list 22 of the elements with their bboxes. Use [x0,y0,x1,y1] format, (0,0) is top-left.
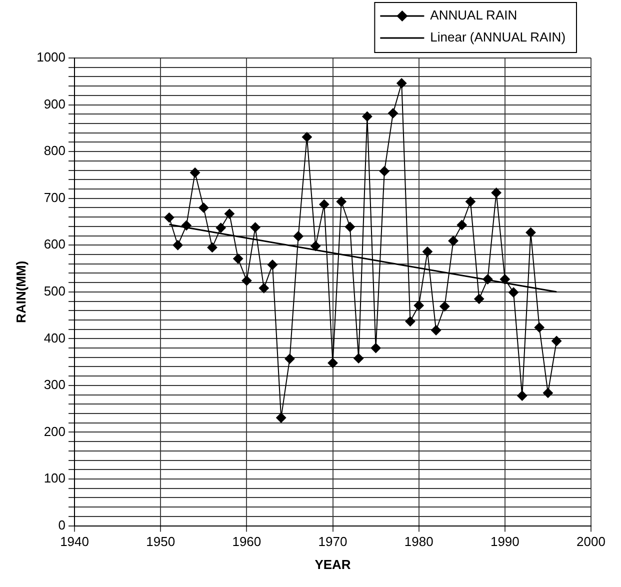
y-tick-label: 1000 [36,50,66,65]
x-tick-label: 1960 [232,534,262,550]
x-tick-label: 1970 [318,534,348,550]
y-tick-label: 700 [44,190,66,205]
y-axis-title: RAIN(MM) [13,260,28,323]
x-axis-title: YEAR [314,556,352,572]
x-tick-label: 1990 [490,534,520,550]
legend-label: Linear (ANNUAL RAIN) [430,30,566,45]
legend-label: ANNUAL RAIN [430,8,518,23]
y-tick-label: 800 [44,143,66,158]
x-tick-label: 1950 [146,534,176,550]
y-tick-label: 900 [44,96,66,112]
x-tick-label: 2000 [576,534,606,550]
x-tick-label: 1980 [404,534,434,550]
y-tick-label: 500 [44,283,66,298]
y-tick-label: 600 [44,236,66,252]
y-tick-label: 400 [44,330,66,346]
y-tick-label: 200 [44,424,66,439]
x-tick-label: 1940 [60,534,89,550]
y-tick-label: 100 [44,470,66,486]
y-tick-label: 300 [44,377,66,392]
y-tick-label: 0 [58,517,66,532]
